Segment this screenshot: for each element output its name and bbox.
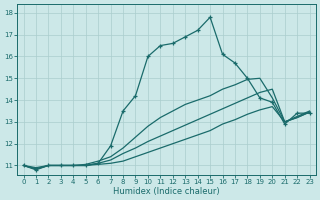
X-axis label: Humidex (Indice chaleur): Humidex (Indice chaleur) bbox=[113, 187, 220, 196]
